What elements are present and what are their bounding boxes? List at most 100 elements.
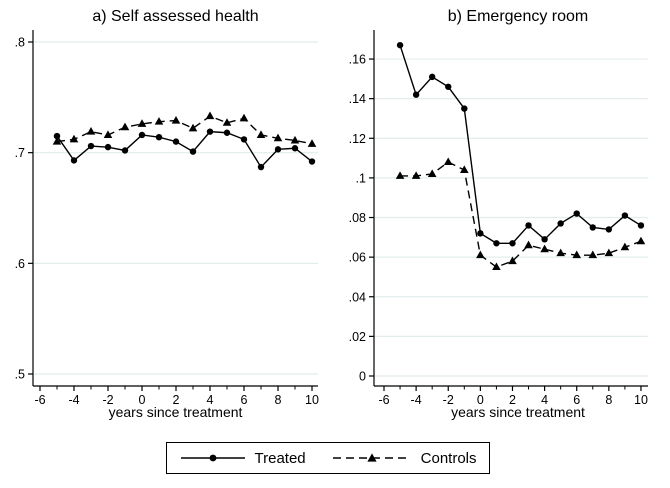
y-tick-label: .16 [349, 53, 366, 67]
treated-point [493, 240, 500, 247]
controls-point [205, 111, 215, 120]
x-tick-label: 8 [605, 393, 612, 407]
legend: Treated Controls [166, 442, 490, 474]
y-tick-label: .12 [349, 132, 366, 146]
controls-point [222, 118, 232, 126]
controls-point [395, 171, 405, 179]
treated-point [223, 129, 231, 136]
controls-point [427, 169, 437, 177]
x-tick-label: 10 [305, 393, 319, 407]
treated-point [461, 105, 468, 112]
treated-point [121, 147, 129, 154]
treated-point [138, 131, 146, 139]
treated-point [172, 138, 180, 145]
treated-line [399, 44, 642, 244]
x-tick-label: 4 [541, 393, 548, 407]
controls-point [508, 256, 517, 265]
x-tick-label: -4 [68, 393, 79, 407]
y-tick-label: 0 [359, 370, 366, 384]
x-tick-label: 2 [509, 393, 516, 407]
y-tick-label: .8 [15, 36, 25, 50]
controls-point [273, 133, 283, 142]
treated-point [541, 236, 548, 243]
treated-point [206, 128, 214, 135]
x-tick-label: 4 [207, 393, 214, 407]
x-tick-label: -2 [102, 393, 113, 407]
controls-point [239, 113, 249, 122]
treated-point [257, 163, 265, 171]
y-tick-label: .6 [15, 257, 25, 271]
controls-point [120, 122, 130, 131]
legend-label-treated: Treated [254, 449, 306, 467]
treated-point [428, 73, 436, 81]
controls-point [411, 171, 421, 179]
controls-point [636, 236, 646, 245]
treated-point [412, 91, 420, 98]
controls-point [137, 119, 147, 127]
treated-point [87, 142, 95, 150]
y-tick-label: .1 [356, 171, 366, 185]
controls-point [572, 250, 582, 259]
treated-point [573, 210, 580, 217]
y-tick-label: .02 [349, 330, 366, 344]
x-tick-label: -4 [411, 393, 422, 407]
controls-point [476, 250, 485, 259]
panel-a-title: a) Self assessed health [92, 8, 259, 25]
legend-item-treated: Treated [180, 450, 306, 467]
treated-point [557, 220, 564, 227]
treated-solid-line-circle-icon [180, 454, 245, 462]
controls-point [290, 135, 300, 144]
controls-point [154, 117, 164, 125]
treated-point [509, 240, 516, 247]
controls-point [69, 134, 79, 143]
treated-point [274, 146, 282, 153]
controls-point [620, 242, 630, 251]
panel-a: .5 .6 .7 .8 -6 -4 -2 0 2 4 6 8 10 [15, 30, 319, 407]
panel-b-title: b) Emergency room [447, 8, 589, 25]
x-tick-label: -6 [378, 393, 389, 407]
x-tick-label: 0 [477, 393, 484, 407]
controls-point [443, 157, 453, 166]
treated-point [477, 230, 484, 237]
x-tick-label: 0 [139, 393, 146, 407]
controls-line [56, 115, 313, 145]
treated-point [525, 222, 532, 229]
treated-point [308, 158, 316, 165]
controls-point [52, 137, 62, 145]
controls-point [188, 123, 198, 132]
controls-point [492, 262, 501, 271]
treated-point [621, 212, 629, 219]
panel-a-xaxis-label: years since treatment [108, 404, 243, 420]
controls-line [400, 161, 642, 268]
controls-point [171, 115, 181, 124]
treated-point [291, 145, 299, 152]
y-tick-label: .06 [349, 251, 366, 265]
controls-point [588, 250, 598, 259]
controls-point [256, 130, 266, 138]
treated-point [70, 157, 78, 164]
treated-point [104, 143, 112, 151]
legend-item-controls: Controls [332, 450, 477, 467]
y-tick-label: .14 [349, 92, 366, 106]
x-tick-label: 2 [173, 393, 180, 407]
panel-b: 0 .02 .04 .06 .08 .1 .12 .14 .16 -6 -4 -2 0 2 4 6 8 10 [349, 30, 648, 407]
controls-point [604, 248, 614, 257]
treated-point [155, 133, 163, 141]
controls-point [307, 139, 317, 147]
controls-point [556, 248, 565, 257]
controls-point [540, 244, 549, 253]
x-tick-label: -2 [443, 393, 454, 407]
treated-point [240, 136, 248, 143]
legend-label-controls: Controls [420, 449, 477, 467]
x-tick-label: 8 [275, 393, 282, 407]
y-tick-label: .5 [15, 368, 25, 382]
x-tick-label: 10 [634, 393, 648, 407]
treated-point [589, 224, 596, 231]
controls-dashed-line-triangle-icon [332, 453, 411, 462]
treated-point [445, 83, 452, 90]
treated-line [56, 130, 313, 169]
y-tick-label: .04 [349, 290, 366, 304]
treated-point [396, 41, 404, 49]
treated-point [53, 132, 61, 140]
